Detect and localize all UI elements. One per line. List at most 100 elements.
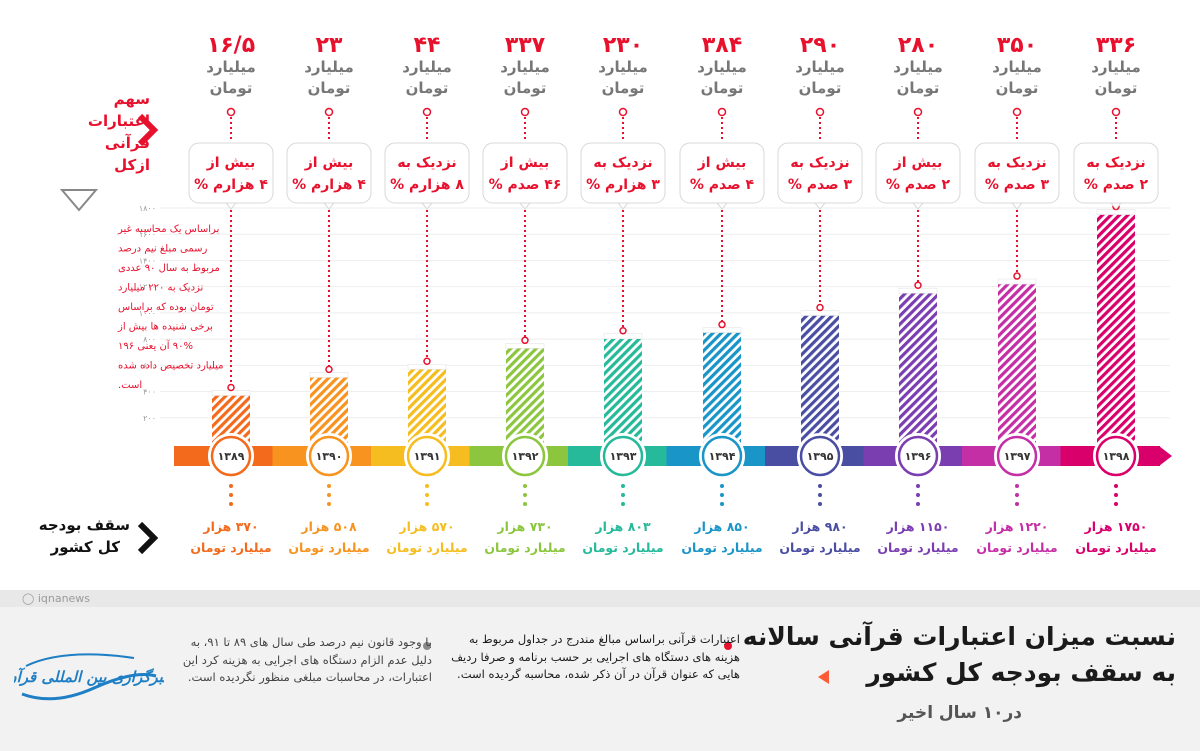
share-line1: بیش از <box>500 155 550 171</box>
budget-bar <box>1097 214 1135 444</box>
budget-value: ۵۷۰ هزار <box>398 519 454 534</box>
budget-unit: میلیارد تومان <box>386 540 467 555</box>
share-label-line1: سهم <box>114 90 150 108</box>
timeline-arrow-icon <box>1159 446 1172 466</box>
timeline-dot <box>229 502 233 506</box>
year-circle <box>996 435 1038 477</box>
share-bubble <box>580 142 666 204</box>
timeline-dot <box>229 484 233 488</box>
connector-dot <box>1013 272 1021 280</box>
ceiling-label-line1: سقف بودجه <box>39 516 130 534</box>
year-label: ۱۳۹۵ <box>807 450 834 463</box>
side-note-line: تومان بوده که براساس <box>118 302 214 313</box>
year-label: ۱۳۹۲ <box>512 450 539 463</box>
share-line1: بیش از <box>893 155 943 171</box>
timeline-dot <box>425 484 429 488</box>
year-label: ۱۳۹۰ <box>316 450 343 463</box>
budget-bar <box>998 284 1036 444</box>
quranic-value: ۳۸۴ <box>702 33 742 58</box>
budget-unit: میلیارد تومان <box>288 540 369 555</box>
side-note-line: نزدیک به ۲۲۰ میلیارد <box>118 283 203 294</box>
quranic-unit-line1: میلیارد <box>893 58 943 76</box>
y-tick-label: ۱۸۰۰ <box>139 204 156 213</box>
quranic-value: ۳۳۷ <box>505 33 546 58</box>
connector-dot <box>520 107 530 117</box>
budget-value: ۵۰۸ هزار <box>300 519 357 534</box>
side-note-line: برخی شنیده ها بیش از <box>117 322 213 333</box>
share-line1: نزدیک به <box>1086 155 1145 171</box>
quranic-unit-line2: تومان <box>1095 79 1138 97</box>
share-line2: ۳ هزارم % <box>586 177 660 193</box>
budget-unit: میلیارد تومان <box>976 540 1057 555</box>
share-line2: ۲ صدم % <box>1084 177 1149 193</box>
share-line1: نزدیک به <box>397 155 456 171</box>
timeline-dot <box>1114 484 1118 488</box>
quranic-value: ۱۶/۵ <box>207 33 255 58</box>
connector-dot <box>718 320 726 329</box>
connector-dot <box>815 107 825 117</box>
side-note-line: میلیارد تخصیص داده شده <box>118 361 224 372</box>
budget-value: ۳۷۰ هزار <box>202 519 258 534</box>
year-circle <box>1095 435 1137 477</box>
year-circle <box>504 435 546 477</box>
share-bubble-tail <box>224 202 238 210</box>
timeline-dot <box>425 502 429 506</box>
quranic-value: ۲۳۰ <box>603 33 643 58</box>
footnote-main: اعتبارات قرآنی براساس مبالغ مندرج در جدا… <box>451 632 740 681</box>
share-label-line4: ازکل <box>114 156 150 174</box>
year-circle <box>701 435 743 477</box>
budget-value: ۸۵۰ هزار <box>693 519 749 534</box>
share-line1: بیش از <box>206 155 256 171</box>
budget-unit: میلیارد تومان <box>582 540 663 555</box>
budget-value: ۱۱۵۰ هزار <box>886 519 950 534</box>
share-bubble-tail <box>813 202 827 210</box>
iqna-logo: خبرگزاری بین المللی قرآن <box>14 653 164 701</box>
y-tick-label: ۴۰۰ <box>143 388 156 397</box>
timeline-dot <box>1114 502 1118 506</box>
share-line2: ۴ هزارم % <box>292 177 366 193</box>
connector-dot <box>521 336 529 345</box>
timeline-dot <box>818 484 822 488</box>
quranic-value: ۲۹۰ <box>800 33 840 58</box>
share-line2: ۸ هزارم % <box>390 177 464 193</box>
timeline-dot <box>720 484 724 488</box>
connector-dot <box>618 107 628 117</box>
quranic-unit-line2: تومان <box>308 79 351 97</box>
share-line2: ۳ صدم % <box>788 177 853 193</box>
connector-dot <box>227 383 235 392</box>
logo-text: خبرگزاری بین المللی قرآن <box>14 667 164 686</box>
timeline-dot <box>327 484 331 488</box>
year-label: ۱۳۹۶ <box>905 450 932 463</box>
budget-value: ۷۳۰ هزار <box>496 519 552 534</box>
timeline-dot <box>818 493 822 497</box>
connector-dot <box>226 107 236 117</box>
share-bubble-tail <box>616 202 630 210</box>
budget-unit: میلیارد تومان <box>681 540 762 555</box>
connector-dot <box>913 107 923 117</box>
timeline-dot <box>523 484 527 488</box>
share-bubble-tail <box>1109 202 1123 210</box>
budget-bar <box>899 293 937 444</box>
share-bubble-tail <box>420 202 434 210</box>
connector-dot <box>422 107 432 117</box>
quranic-value: ۳۳۶ <box>1096 33 1136 58</box>
connector-dot <box>1111 107 1121 117</box>
side-note-line: است. <box>118 380 142 391</box>
share-line1: نزدیک به <box>593 155 652 171</box>
connector-dot <box>619 326 627 335</box>
year-circle <box>602 435 644 477</box>
quranic-value: ۲۳ <box>316 33 343 58</box>
footnote-side: با وجود قانون نیم درصد طی سال های ۸۹ تا … <box>182 635 432 684</box>
share-bubble-tail <box>715 202 729 210</box>
page-title-line1: نسبت میزان اعتبارات قرآنی سالانه <box>742 622 1176 651</box>
quranic-unit-line1: میلیارد <box>697 58 747 76</box>
connector-dot <box>816 303 824 312</box>
quranic-unit-line1: میلیارد <box>402 58 452 76</box>
budget-bar <box>703 332 741 444</box>
year-circle <box>406 435 448 477</box>
timeline-dot <box>523 502 527 506</box>
budget-bar <box>408 369 446 444</box>
year-label: ۱۳۹۸ <box>1103 450 1130 463</box>
timeline-dot <box>818 502 822 506</box>
year-label: ۱۳۹۳ <box>610 450 637 463</box>
